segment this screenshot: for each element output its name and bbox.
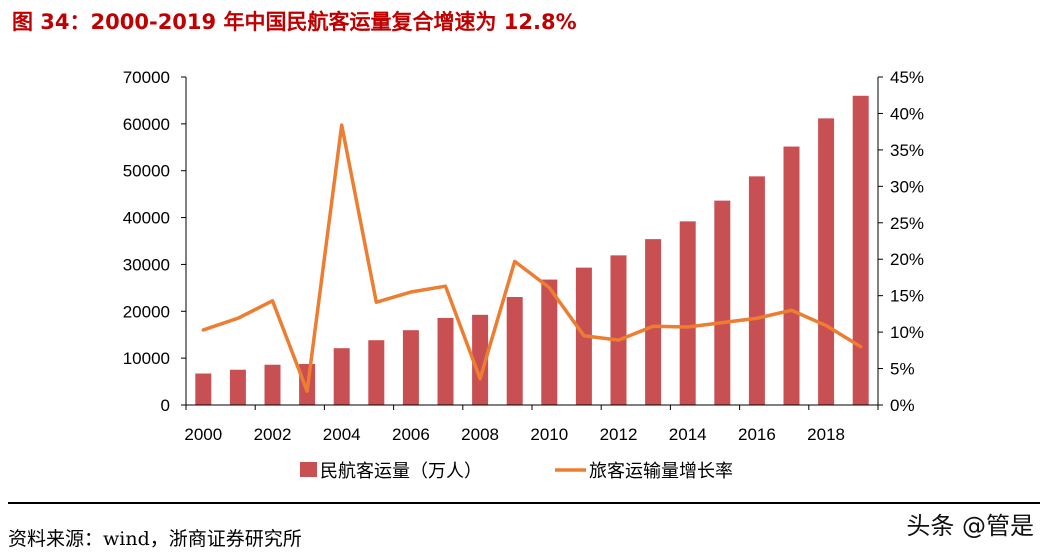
y-right-tick-label: 0% [890, 396, 915, 415]
x-tick-label: 2010 [530, 425, 568, 444]
y-right-tick-label: 40% [890, 104, 924, 123]
x-tick-label: 2002 [254, 425, 292, 444]
bar-2014 [679, 221, 696, 405]
bar-2000 [195, 373, 212, 405]
y-left-tick-label: 40000 [123, 209, 170, 228]
bar-2004 [333, 348, 350, 405]
bar-2010 [541, 279, 558, 405]
y-right-tick-label: 20% [890, 250, 924, 269]
y-right-tick-label: 10% [890, 323, 924, 342]
growth-line [201, 123, 863, 393]
y-left-tick-label: 30000 [123, 255, 170, 274]
bar-2005 [368, 340, 385, 405]
y-left-tick-label: 50000 [123, 162, 170, 181]
bar-2007 [437, 317, 454, 405]
x-tick-label: 2012 [600, 425, 638, 444]
x-tick-label: 2004 [323, 425, 361, 444]
divider [8, 502, 1040, 504]
y-right-tick-label: 45% [890, 68, 924, 87]
source-note: 资料来源：wind，浙商证券研究所 [8, 528, 302, 550]
legend-label-bar: 民航客运量（万人） [320, 461, 482, 482]
y-left-tick-label: 0 [161, 396, 170, 415]
x-tick-label: 2016 [738, 425, 776, 444]
y-right-tick-label: 30% [890, 177, 924, 196]
bar-2006 [402, 330, 419, 405]
bar-2008 [472, 314, 489, 405]
x-tick-label: 2018 [807, 425, 845, 444]
y-left-tick-label: 10000 [123, 349, 170, 368]
legend-swatch-bar [300, 462, 317, 477]
y-right-tick-label: 15% [890, 287, 924, 306]
bar-2018 [818, 118, 835, 406]
y-left-tick-label: 20000 [123, 302, 170, 321]
watermark: 头条 @管是 [906, 512, 1034, 540]
bar-2019 [852, 95, 869, 405]
y-left-tick-label: 60000 [123, 115, 170, 134]
y-right-tick-label: 5% [890, 360, 915, 379]
legend-label-line: 旅客运输量增长率 [589, 461, 733, 482]
bar-2009 [506, 296, 523, 405]
bar-2015 [714, 200, 731, 405]
bar-2012 [610, 255, 627, 405]
chart-title: 图 34：2000-2019 年中国民航客运量复合增速为 12.8% [12, 10, 577, 34]
chart: 0 10000 20000 30000 40000 50000 60000 70000 0% 5%… [123, 68, 924, 482]
y-right-tick-label: 35% [890, 141, 924, 160]
y-left-tick-label: 70000 [123, 68, 170, 87]
x-tick-label: 2000 [184, 425, 222, 444]
bar-2013 [645, 239, 662, 405]
bar-2017 [783, 146, 800, 405]
bar-2016 [748, 176, 765, 405]
y-right-tick-label: 25% [890, 214, 924, 233]
bar-2001 [229, 369, 246, 405]
bar-2002 [264, 364, 281, 405]
x-tick-label: 2008 [461, 425, 499, 444]
x-tick-label: 2014 [669, 425, 707, 444]
x-tick-label: 2006 [392, 425, 430, 444]
